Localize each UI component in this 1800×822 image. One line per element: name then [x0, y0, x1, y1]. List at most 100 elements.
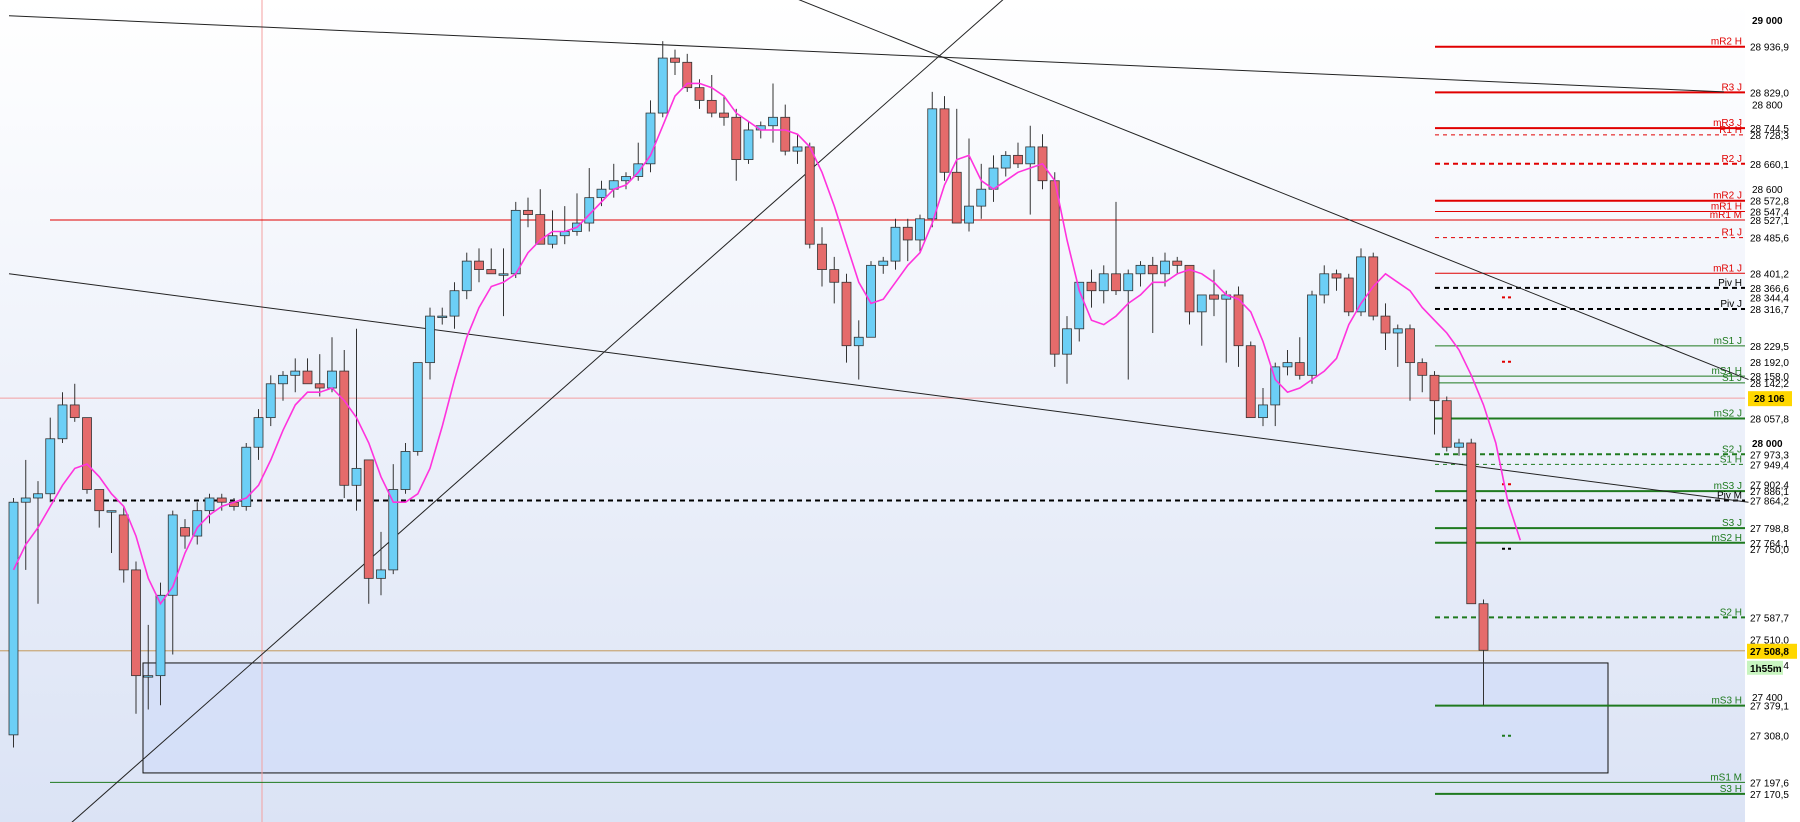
candle-22[interactable] — [278, 371, 288, 401]
candle-43[interactable] — [535, 189, 546, 245]
candle-58[interactable] — [719, 96, 729, 126]
candle-27[interactable] — [339, 349, 350, 498]
candle-118[interactable] — [1454, 438, 1464, 456]
candle-14[interactable] — [180, 519, 190, 549]
candle-29[interactable] — [363, 459, 374, 604]
candle-79[interactable] — [976, 163, 987, 219]
candle-86[interactable] — [1062, 316, 1072, 384]
candle-90[interactable] — [1111, 201, 1121, 295]
candle-89[interactable] — [1098, 265, 1109, 304]
candle-50[interactable] — [621, 172, 631, 190]
candle-97[interactable] — [1196, 294, 1207, 346]
trendline-2[interactable] — [70, 0, 1013, 822]
candle-44[interactable] — [547, 210, 558, 249]
candle-11[interactable] — [143, 624, 154, 710]
candle-42[interactable] — [523, 197, 533, 228]
candle-81[interactable] — [1000, 151, 1011, 177]
candle-109[interactable] — [1343, 273, 1354, 317]
candle-66[interactable] — [817, 227, 827, 287]
candle-9[interactable] — [118, 506, 129, 583]
candle-0[interactable] — [8, 497, 19, 748]
candle-120[interactable] — [1478, 599, 1489, 706]
candle-10[interactable] — [131, 561, 141, 714]
candle-88[interactable] — [1086, 269, 1097, 308]
candle-106[interactable] — [1307, 290, 1317, 384]
candle-68[interactable] — [841, 273, 852, 363]
candle-113[interactable] — [1392, 324, 1403, 367]
candle-20[interactable] — [253, 409, 264, 460]
candle-51[interactable] — [633, 142, 644, 181]
candle-24[interactable] — [302, 358, 313, 385]
candle-1[interactable] — [20, 459, 31, 570]
candle-17[interactable] — [216, 493, 227, 511]
candle-4[interactable] — [57, 392, 68, 443]
candle-115[interactable] — [1417, 358, 1428, 393]
candle-2[interactable] — [33, 481, 43, 604]
candle-102[interactable] — [1258, 388, 1268, 427]
candle-72[interactable] — [890, 218, 901, 270]
candle-13[interactable] — [167, 510, 178, 655]
candle-23[interactable] — [290, 358, 301, 393]
candle-69[interactable] — [853, 320, 864, 380]
candle-65[interactable] — [804, 142, 815, 249]
candle-6[interactable] — [82, 417, 92, 494]
candle-41[interactable] — [510, 201, 521, 279]
candle-96[interactable] — [1184, 264, 1195, 325]
candle-112[interactable] — [1380, 303, 1391, 350]
candle-34[interactable] — [425, 307, 435, 380]
candle-21[interactable] — [265, 375, 276, 427]
candle-77[interactable] — [951, 108, 962, 224]
candle-107[interactable] — [1319, 265, 1330, 304]
candle-114[interactable] — [1405, 324, 1415, 401]
candle-37[interactable] — [461, 252, 472, 300]
trendline-0[interactable] — [8, 15, 1725, 93]
support-zone[interactable] — [142, 662, 1609, 774]
candle-52[interactable] — [645, 100, 656, 173]
candle-19[interactable] — [241, 443, 252, 511]
candle-28[interactable] — [351, 328, 362, 511]
candle-8[interactable] — [106, 510, 117, 553]
candle-108[interactable] — [1331, 269, 1342, 291]
candle-59[interactable] — [731, 108, 742, 181]
candle-94[interactable] — [1160, 252, 1170, 287]
candle-92[interactable] — [1135, 261, 1146, 287]
trendline-3[interactable] — [744, 0, 1749, 381]
candle-98[interactable] — [1209, 269, 1219, 317]
candle-57[interactable] — [706, 74, 717, 118]
candle-38[interactable] — [474, 248, 484, 283]
candle-71[interactable] — [878, 256, 889, 274]
candle-101[interactable] — [1245, 341, 1256, 419]
candle-85[interactable] — [1049, 172, 1060, 367]
candle-62[interactable] — [768, 83, 778, 143]
candle-54[interactable] — [670, 49, 680, 75]
candle-67[interactable] — [829, 256, 840, 304]
candle-7[interactable] — [94, 489, 105, 528]
candle-91[interactable] — [1123, 269, 1134, 380]
candle-74[interactable] — [915, 214, 925, 253]
candle-5[interactable] — [69, 383, 80, 422]
candle-83[interactable] — [1025, 125, 1036, 215]
candle-119[interactable] — [1466, 438, 1477, 605]
candle-25[interactable] — [314, 354, 325, 397]
candle-75[interactable] — [927, 91, 938, 228]
candle-110[interactable] — [1356, 248, 1366, 317]
candle-117[interactable] — [1441, 396, 1452, 452]
candle-76[interactable] — [939, 96, 950, 181]
candle-60[interactable] — [743, 121, 754, 164]
candle-16[interactable] — [204, 493, 215, 524]
candle-3[interactable] — [45, 417, 56, 503]
candle-32[interactable] — [400, 443, 411, 494]
candle-95[interactable] — [1172, 256, 1183, 274]
candle-73[interactable] — [902, 218, 913, 262]
candle-55[interactable] — [682, 53, 693, 92]
candle-103[interactable] — [1270, 362, 1281, 427]
candle-116[interactable] — [1429, 371, 1440, 435]
candle-93[interactable] — [1147, 256, 1158, 334]
candle-36[interactable] — [449, 282, 460, 329]
candle-82[interactable] — [1013, 142, 1023, 169]
candle-39[interactable] — [486, 248, 497, 275]
candle-104[interactable] — [1282, 349, 1293, 376]
candle-30[interactable] — [376, 531, 386, 596]
candle-105[interactable] — [1294, 337, 1305, 380]
